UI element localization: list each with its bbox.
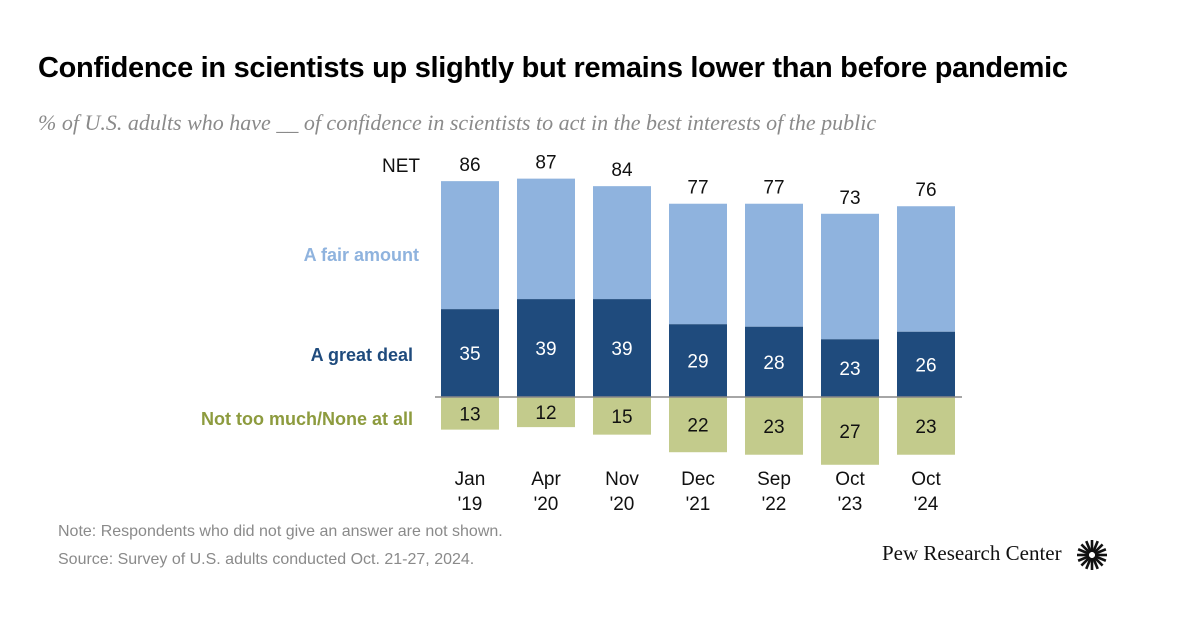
bar-not-too-much xyxy=(593,397,651,435)
legend-not-too-much: Not too much/None at all xyxy=(200,409,413,429)
bar-great-deal xyxy=(669,324,727,397)
bar-great-deal xyxy=(897,331,955,397)
x-tick-year: '19 xyxy=(458,494,483,515)
great-deal-value-label: 29 xyxy=(687,352,708,373)
x-tick-year: '23 xyxy=(838,494,863,515)
not-too-much-value-label: 22 xyxy=(687,416,708,437)
logo-text: Pew Research Center xyxy=(882,540,1062,565)
bar-not-too-much xyxy=(517,397,575,428)
note: Note: Respondents who did not give an an… xyxy=(58,523,503,540)
x-tick-month: Sep xyxy=(757,469,791,490)
bar-not-too-much xyxy=(821,397,879,465)
x-tick-year: '20 xyxy=(610,494,635,515)
chart-title: Confidence in scientists up slightly but… xyxy=(38,52,1068,84)
great-deal-value-label: 23 xyxy=(839,359,860,380)
great-deal-value-label: 35 xyxy=(459,344,480,365)
legend-fair-amount: A fair amount xyxy=(303,245,419,265)
not-too-much-value-label: 23 xyxy=(915,417,936,438)
bar-great-deal xyxy=(517,299,575,397)
x-tick-year: '20 xyxy=(534,494,559,515)
x-tick-month: Apr xyxy=(531,469,561,490)
bar-fair-amount xyxy=(821,213,879,340)
great-deal-value-label: 39 xyxy=(535,339,556,360)
bar-fair-amount xyxy=(745,203,803,327)
bar-great-deal xyxy=(593,299,651,397)
not-too-much-value-label: 15 xyxy=(611,407,632,428)
pew-logo: Pew Research Center xyxy=(882,538,1109,572)
not-too-much-value-label: 12 xyxy=(535,403,556,424)
x-tick-month: Dec xyxy=(681,469,715,490)
chart-subtitle: % of U.S. adults who have __ of confiden… xyxy=(38,110,877,135)
x-tick-month: Nov xyxy=(605,469,639,490)
net-value-label: 73 xyxy=(839,188,860,209)
bar-great-deal xyxy=(441,309,499,397)
x-tick-year: '21 xyxy=(686,494,711,515)
net-label: NET xyxy=(382,156,420,177)
x-tick-year: '22 xyxy=(762,494,787,515)
x-tick-month: Oct xyxy=(911,469,941,490)
bar-fair-amount xyxy=(897,206,955,332)
great-deal-value-label: 26 xyxy=(915,355,936,376)
bar-not-too-much xyxy=(897,397,955,455)
pew-sunburst-icon xyxy=(1076,540,1107,570)
net-value-label: 87 xyxy=(535,153,556,174)
not-too-much-value-label: 23 xyxy=(763,417,784,438)
net-value-label: 77 xyxy=(763,178,784,199)
net-value-label: 86 xyxy=(459,155,480,176)
bar-fair-amount xyxy=(441,181,499,310)
bar-fair-amount xyxy=(517,178,575,300)
net-value-label: 76 xyxy=(915,180,936,201)
bar-not-too-much xyxy=(669,397,727,453)
net-value-label: 84 xyxy=(611,160,633,181)
bar-not-too-much xyxy=(745,397,803,455)
bar-great-deal xyxy=(821,339,879,397)
great-deal-value-label: 28 xyxy=(763,353,784,374)
bar-not-too-much xyxy=(441,397,499,430)
bar-great-deal xyxy=(745,326,803,397)
bar-fair-amount xyxy=(593,186,651,300)
legend-great-deal: A great deal xyxy=(310,345,413,365)
great-deal-value-label: 39 xyxy=(611,339,632,360)
not-too-much-value-label: 27 xyxy=(839,422,860,443)
x-tick-month: Oct xyxy=(835,469,865,490)
x-tick-month: Jan xyxy=(455,469,486,490)
source: Source: Survey of U.S. adults conducted … xyxy=(58,551,475,568)
not-too-much-value-label: 13 xyxy=(459,404,480,425)
x-tick-year: '24 xyxy=(914,494,939,515)
net-value-label: 77 xyxy=(687,178,708,199)
bar-fair-amount xyxy=(669,203,727,325)
